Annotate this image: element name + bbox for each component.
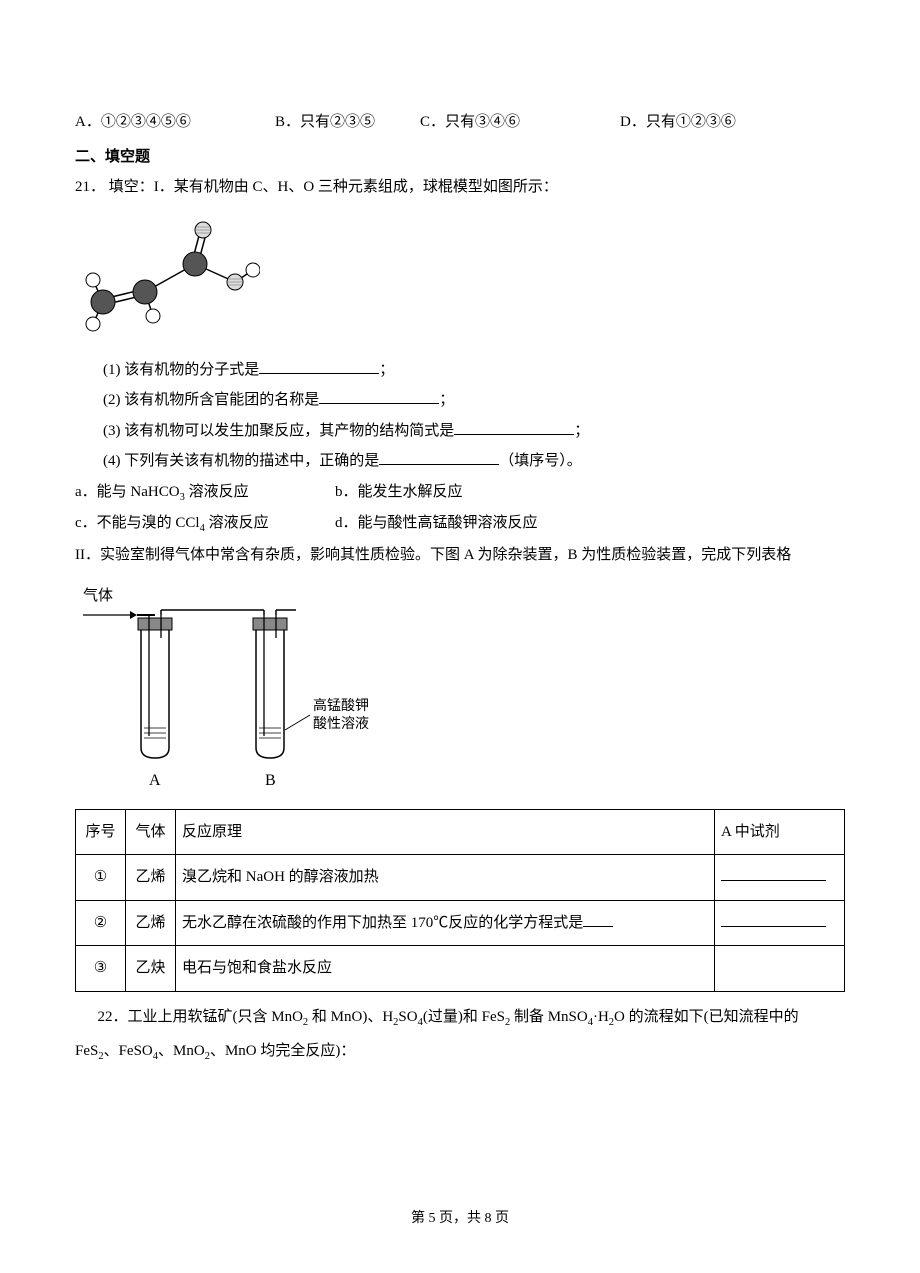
cell-num: ③ [76,946,126,992]
section-2-heading: 二、填空题 [75,143,845,172]
th-gas: 气体 [126,809,176,855]
q21-opt-d: d．能与酸性高锰酸钾溶液反应 [335,509,538,539]
q22-b: 和 MnO)、H [308,1009,393,1025]
blank-fill [454,418,574,435]
table-row: ②乙烯无水乙醇在浓硫酸的作用下加热至 170℃反应的化学方程式是 [76,900,845,946]
q22-d: (过量)和 FeS [423,1009,505,1025]
cell-react: 电石与饱和食盐水反应 [176,946,715,992]
svg-text:A: A [149,772,161,789]
experiment-table: 序号 气体 反应原理 A 中试剂 ①乙烯溴乙烷和 NaOH 的醇溶液加热②乙烯无… [75,809,845,992]
q21-sub3-text: (3) 该有机物可以发生加聚反应，其产物的结构简式是 [103,423,454,439]
q21-opts-row-cd: c．不能与溴的 CCl4 溶液反应 d．能与酸性高锰酸钾溶液反应 [75,509,845,539]
th-reagent: A 中试剂 [715,809,845,855]
cell-num: ② [76,900,126,946]
q21-opt-a-t1: a．能与 NaHCO [75,484,180,500]
th-num: 序号 [76,809,126,855]
q22-line2: FeS2、FeSO4、MnO2、MnO 均完全反应)： [75,1036,845,1068]
q21-opt-a-t2: 溶液反应 [185,484,249,500]
cell-gas: 乙烯 [126,855,176,901]
q22-2a: FeS [75,1043,98,1059]
q21-part2: II．实验室制得气体中常含有杂质，影响其性质检验。下图 A 为除杂装置，B 为性… [75,541,845,570]
option-d: D．只有①②③⑥ [620,108,736,137]
option-a: A．①②③④⑤⑥ [75,108,275,137]
apparatus-figure: 气体 A B 高锰酸钾酸性溶液 [75,580,845,795]
svg-text:酸性溶液: 酸性溶液 [313,716,369,732]
svg-text:高锰酸钾: 高锰酸钾 [313,697,369,714]
q21-sub1-tail: ； [379,362,394,378]
q21-sub2-text: (2) 该有机物所含官能团的名称是 [103,392,319,408]
q21-sub4-tail: （填序号）。 [499,453,582,469]
table-row: ③乙炔电石与饱和食盐水反应 [76,946,845,992]
molecule-figure [75,212,845,342]
blank-fill [319,388,439,405]
table-row: ①乙烯溴乙烷和 NaOH 的醇溶液加热 [76,855,845,901]
q21-opt-c-t1: c．不能与溴的 CCl [75,515,200,531]
cell-gas: 乙炔 [126,946,176,992]
cell-reagent [715,946,845,992]
q21-opt-c-t2: 溶液反应 [205,515,269,531]
q21-opt-b: b．能发生水解反应 [335,478,463,508]
q22-2b: 、FeSO [104,1043,153,1059]
q22-2c: 、MnO [158,1043,205,1059]
cell-gas: 乙烯 [126,900,176,946]
mc-options-row: A．①②③④⑤⑥ B．只有②③⑤ C．只有③④⑥ D．只有①②③⑥ [75,108,845,137]
q21-sub1-text: (1) 该有机物的分子式是 [103,362,259,378]
q21-sub1: (1) 该有机物的分子式是 ； [75,356,845,385]
q21-opt-c: c．不能与溴的 CCl4 溶液反应 [75,509,335,539]
q21-opt-a: a．能与 NaHCO3 溶液反应 [75,478,335,508]
q22-line1: 22．工业上用软锰矿(只含 MnO2 和 MnO)、H2SO4(过量)和 FeS… [75,1002,845,1034]
cell-react: 无水乙醇在浓硫酸的作用下加热至 170℃反应的化学方程式是 [176,900,715,946]
cell-react: 溴乙烷和 NaOH 的醇溶液加热 [176,855,715,901]
option-b: B．只有②③⑤ [275,108,420,137]
page-footer: 第 5 页，共 8 页 [0,1206,920,1233]
cell-reagent [715,900,845,946]
blank-fill [259,357,379,374]
q21-sub3-tail: ； [574,423,589,439]
svg-text:B: B [265,772,276,789]
cell-reagent [715,855,845,901]
q21-opts-row-ab: a．能与 NaHCO3 溶液反应 b．能发生水解反应 [75,478,845,508]
q21-sub4: (4) 下列有关该有机物的描述中，正确的是 （填序号）。 [75,447,845,476]
th-react: 反应原理 [176,809,715,855]
blank-fill [379,449,499,466]
molecule-svg [75,212,260,342]
q22-f: ·H [593,1009,609,1025]
q21-sub3: (3) 该有机物可以发生加聚反应，其产物的结构简式是 ； [75,417,845,446]
q21-sub4-text: (4) 下列有关该有机物的描述中，正确的是 [103,453,379,469]
q22-e: 制备 MnSO [510,1009,588,1025]
cell-num: ① [76,855,126,901]
q21-sub2-tail: ； [439,392,454,408]
svg-text:气体: 气体 [83,587,113,604]
q21-sub2: (2) 该有机物所含官能团的名称是 ； [75,386,845,415]
table-header-row: 序号 气体 反应原理 A 中试剂 [76,809,845,855]
option-c: C．只有③④⑥ [420,108,620,137]
apparatus-svg: 气体 A B 高锰酸钾酸性溶液 [75,580,405,795]
q22-g: O 的流程如下(已知流程中的 [614,1009,799,1025]
q22-2d: 、MnO 均完全反应)： [210,1043,355,1059]
q21-intro: 21． 填空：I．某有机物由 C、H、O 三种元素组成，球棍模型如图所示： [75,173,845,202]
q22-a: 22．工业上用软锰矿(只含 MnO [98,1009,303,1025]
q22-c: SO [398,1009,417,1025]
